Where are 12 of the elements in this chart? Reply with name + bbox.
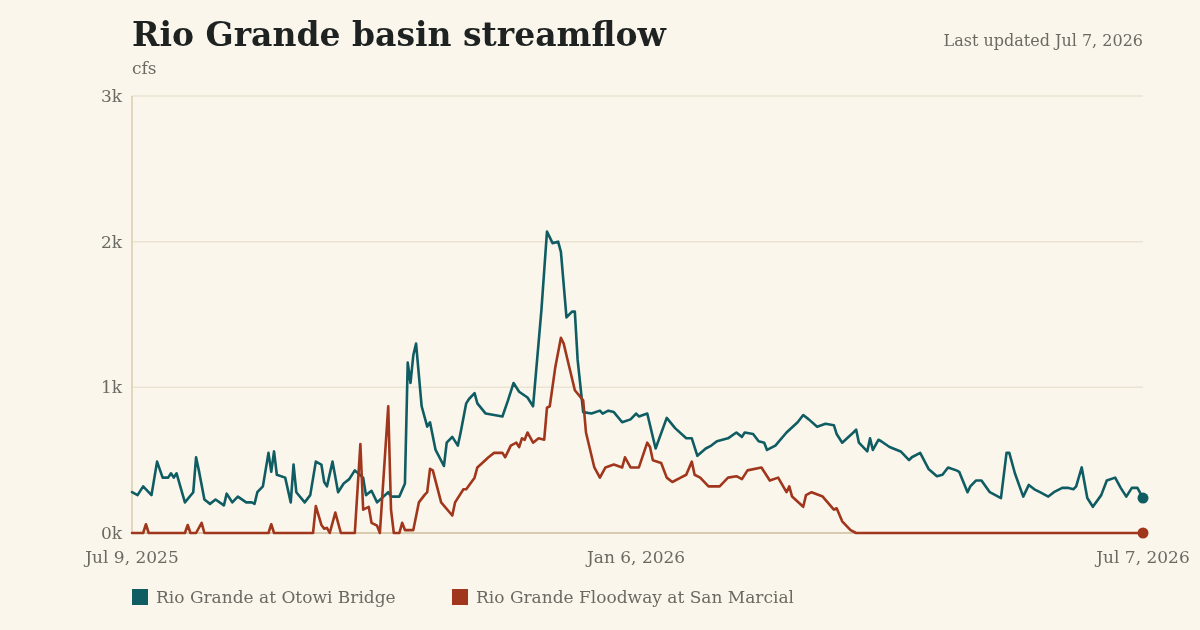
legend-label: Rio Grande at Otowi Bridge	[156, 586, 396, 607]
y-tick-label: 2k	[100, 231, 123, 252]
x-tick-label: Jul 9, 2025	[83, 547, 179, 567]
text: Last updated Jul 7, 2026	[943, 31, 1143, 50]
y-tick-label: 1k	[100, 377, 123, 398]
legend-label: Rio Grande Floodway at San Marcial	[476, 586, 794, 607]
x-tick-label: Jan 6, 2026	[585, 547, 686, 567]
y-tick-label: 0k	[100, 522, 123, 543]
y-axis-title: cfs	[132, 58, 157, 78]
x-tick-label: Jul 7, 2026	[1094, 547, 1190, 567]
chart-title: Rio Grande basin streamflow	[132, 15, 668, 54]
y-tick-label: 3k	[100, 85, 123, 106]
